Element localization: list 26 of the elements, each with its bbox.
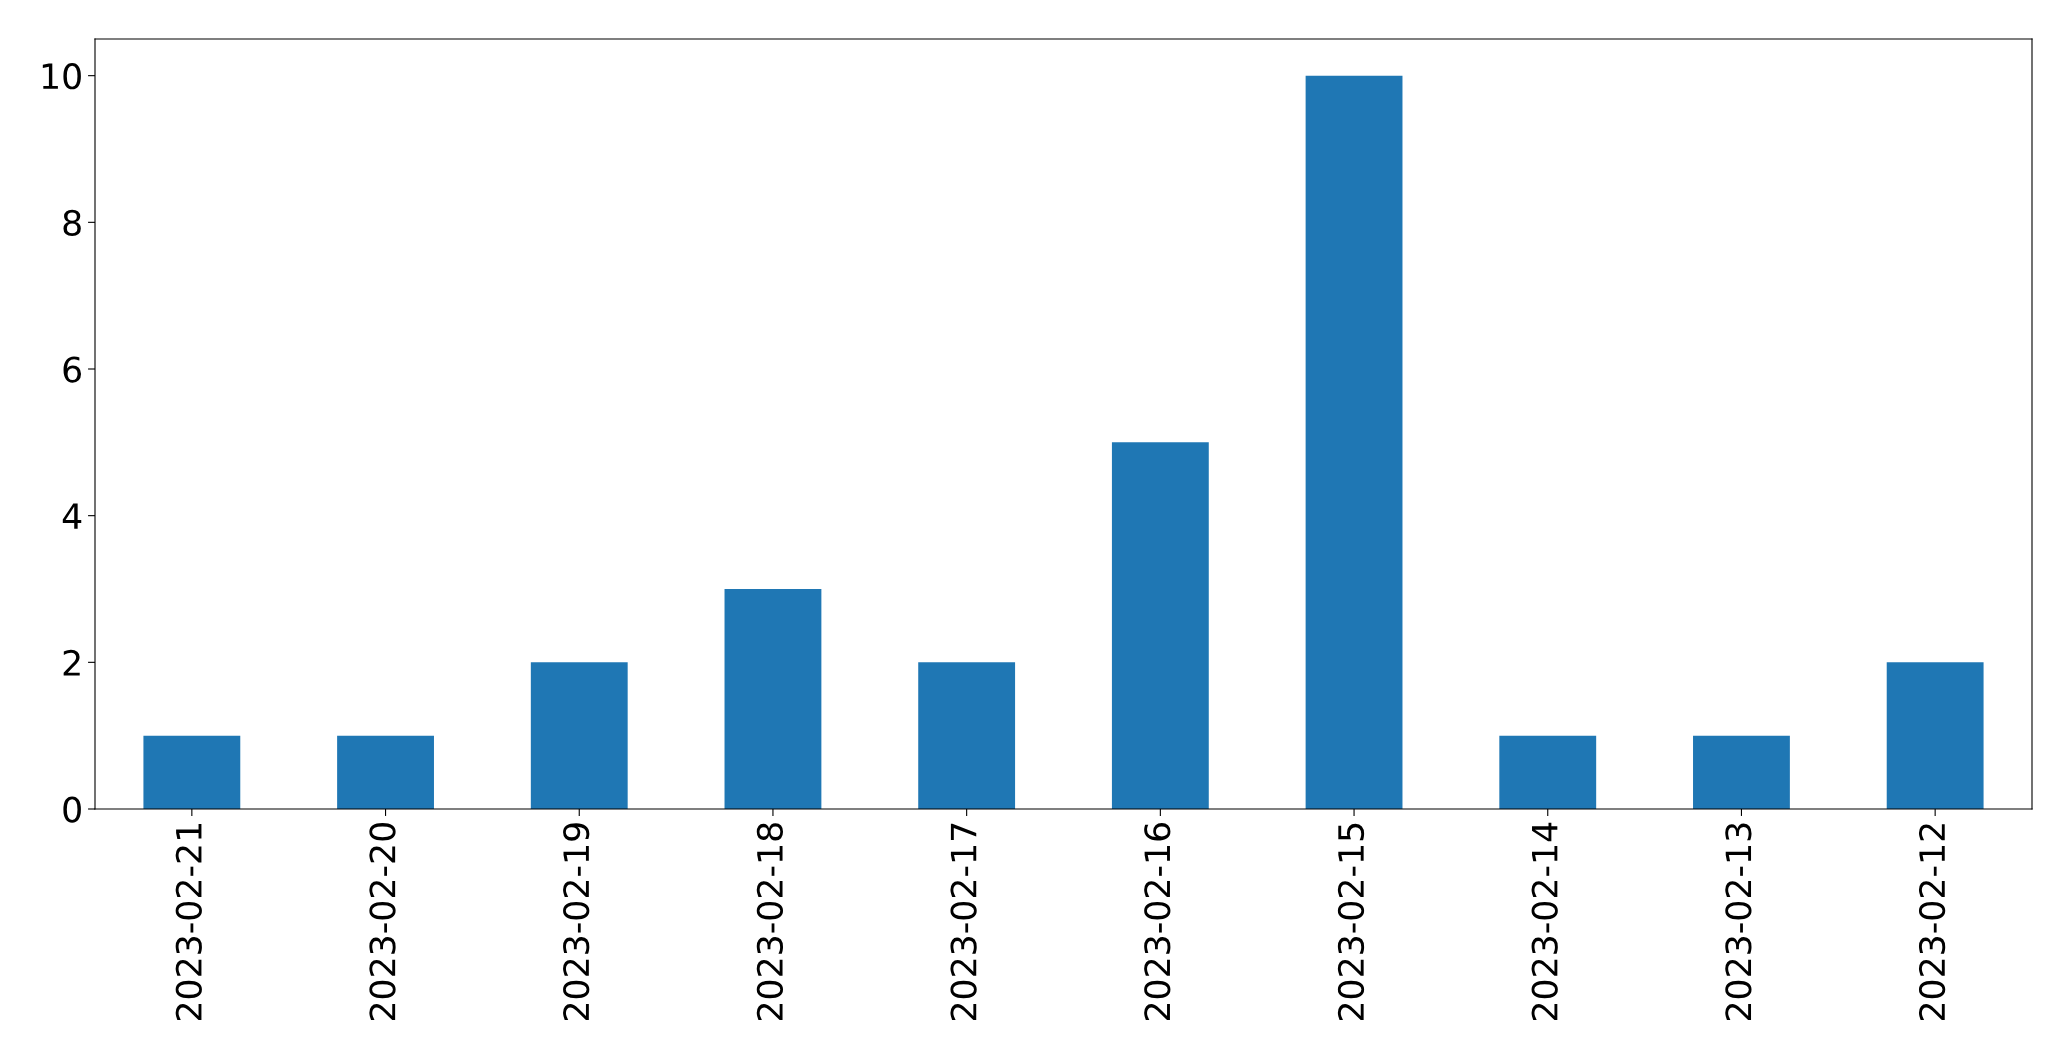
x-tick-label: 2023-02-20 [369, 823, 396, 1021]
bar [918, 662, 1016, 809]
bar [1693, 735, 1790, 809]
bar [1886, 662, 1984, 809]
bar [530, 662, 628, 809]
bar [337, 735, 434, 809]
bar [1305, 75, 1403, 809]
bar [724, 589, 822, 809]
x-tick-label: 2023-02-19 [563, 823, 590, 1021]
x-tick-label: 2023-02-14 [1531, 822, 1558, 1021]
bar [1111, 442, 1209, 809]
y-tick-label: 2 [63, 649, 80, 676]
y-tick-label: 0 [63, 796, 81, 823]
x-tick-label: 2023-02-18 [756, 823, 784, 1021]
y-tick-label: 4 [62, 503, 82, 529]
x-tick-label: 2023-02-21 [175, 824, 202, 1021]
y-tick-label: 10 [42, 63, 81, 90]
x-tick-label: 2023-02-12 [1918, 824, 1946, 1021]
x-tick-label: 2023-02-17 [950, 823, 977, 1021]
y-tick-label: 6 [63, 356, 82, 383]
x-tick-label: 2023-02-13 [1725, 823, 1752, 1021]
bar [1499, 735, 1597, 809]
bar [143, 735, 241, 809]
x-tick-label: 2023-02-16 [1144, 822, 1171, 1021]
x-tick-label: 2023-02-15 [1337, 823, 1365, 1021]
y-tick-label: 8 [63, 209, 81, 237]
